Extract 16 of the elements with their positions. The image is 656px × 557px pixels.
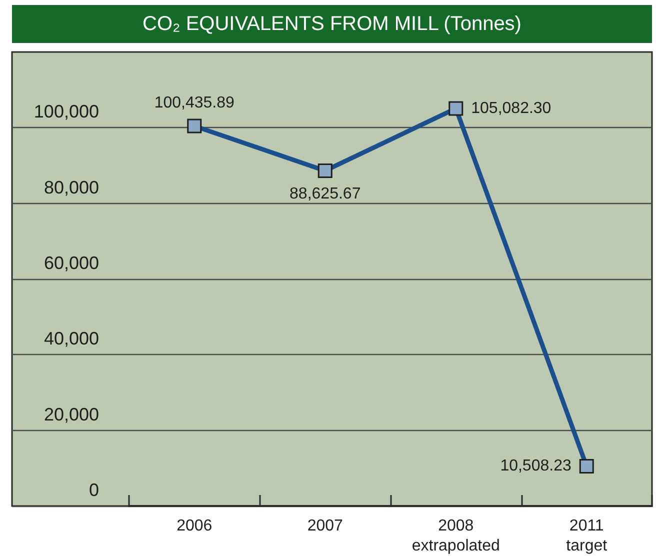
- x-tick-label: 2008 extrapolated: [412, 518, 500, 554]
- y-tick-label: 100,000: [34, 102, 99, 122]
- x-tick-label: 2006: [176, 518, 212, 534]
- data-label: 100,435.89: [154, 94, 235, 112]
- title-banner: CO₂ EQUIVALENTS FROM MILL (Tonnes): [12, 5, 652, 43]
- y-tick-label: 80,000: [44, 177, 99, 198]
- x-tick-label: 2007: [307, 518, 344, 534]
- y-tick-label: 0: [88, 480, 99, 500]
- y-tick-label: 40,000: [44, 328, 99, 349]
- y-tick-label: 20,000: [44, 404, 99, 424]
- data-label: 105,082.30: [471, 100, 552, 117]
- chart-title: CO₂ EQUIVALENTS FROM MILL (Tonnes): [142, 12, 522, 36]
- data-label: 10,508.23: [500, 458, 572, 475]
- data-label: 88,625.67: [290, 185, 361, 202]
- y-tick-label: 60,000: [44, 253, 99, 273]
- x-tick-label: 2011 target: [566, 518, 608, 554]
